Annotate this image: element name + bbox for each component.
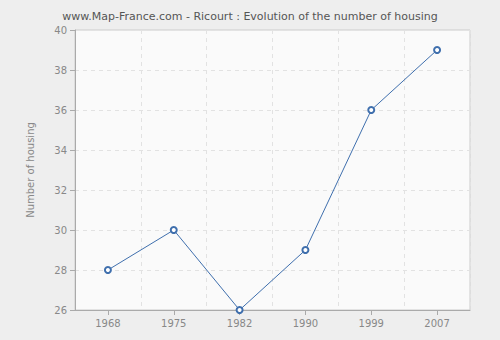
svg-text:1968: 1968: [95, 318, 120, 329]
svg-text:28: 28: [54, 265, 67, 276]
svg-text:32: 32: [54, 185, 67, 196]
svg-text:2007: 2007: [424, 318, 449, 329]
svg-text:Number of housing: Number of housing: [25, 122, 36, 218]
svg-text:30: 30: [54, 225, 67, 236]
svg-text:38: 38: [54, 65, 67, 76]
svg-text:36: 36: [54, 105, 67, 116]
svg-text:1975: 1975: [161, 318, 186, 329]
svg-text:40: 40: [54, 25, 67, 36]
svg-text:www.Map-France.com - Ricourt :: www.Map-France.com - Ricourt : Evolution…: [62, 10, 438, 23]
svg-text:26: 26: [54, 305, 67, 316]
svg-text:1990: 1990: [293, 318, 318, 329]
svg-text:1982: 1982: [227, 318, 252, 329]
svg-text:1999: 1999: [359, 318, 384, 329]
svg-text:34: 34: [54, 145, 67, 156]
